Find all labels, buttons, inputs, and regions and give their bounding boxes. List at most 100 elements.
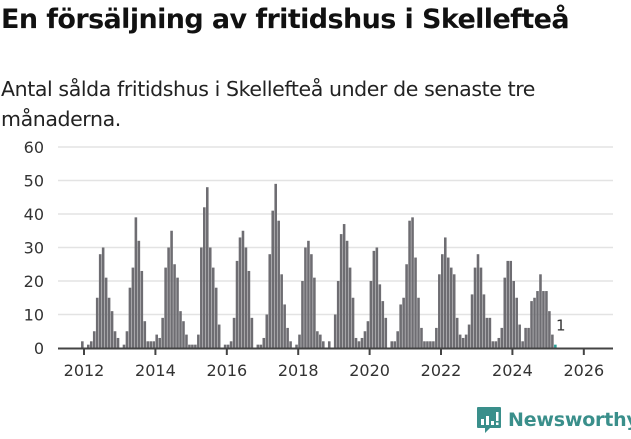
y-tick-label: 60 (24, 138, 44, 157)
highlighted-bar (554, 344, 557, 348)
bar (250, 317, 254, 348)
bar (545, 291, 548, 348)
bar (449, 267, 453, 348)
gridlines (58, 146, 613, 316)
bar (438, 274, 441, 348)
bar (536, 291, 539, 348)
bar (125, 331, 129, 348)
y-tick-label: 30 (24, 239, 44, 258)
bar (327, 341, 331, 348)
bar (116, 337, 120, 348)
bar (86, 344, 90, 348)
bar (185, 334, 188, 348)
bar (548, 311, 551, 348)
bar (441, 254, 444, 348)
bar (539, 274, 542, 348)
bar (372, 250, 376, 348)
bar (393, 341, 396, 348)
bar (137, 240, 141, 348)
bar (503, 277, 507, 348)
x-tick-label: 2024 (492, 361, 533, 380)
bar-chart: 0 10 20 30 40 50 60 1 2012 2014 2016 2018 2020 2022… (24, 138, 613, 380)
bar (307, 240, 310, 348)
bar (351, 297, 355, 348)
bar (158, 337, 161, 348)
bar (423, 341, 426, 348)
bar (518, 324, 521, 348)
bar (170, 230, 173, 348)
bar (203, 207, 206, 348)
bar (527, 327, 530, 348)
bar (432, 341, 435, 348)
bar (134, 217, 138, 348)
bar (173, 264, 176, 348)
bar (500, 327, 504, 348)
bar (515, 297, 518, 348)
x-tick-label: 2018 (278, 361, 319, 380)
bar (280, 274, 283, 348)
y-axis-labels: 0 10 20 30 40 50 60 (24, 138, 44, 358)
bar (485, 317, 489, 348)
bar (342, 224, 346, 348)
bar (194, 344, 197, 348)
bar (482, 294, 486, 348)
last-value-label: 1 (556, 317, 566, 335)
bar (378, 284, 382, 348)
bar (152, 341, 156, 348)
bar (399, 304, 402, 348)
y-tick-label: 50 (24, 172, 44, 191)
bar (223, 344, 227, 348)
y-tick-label: 20 (24, 272, 44, 291)
bar (524, 327, 527, 348)
bar (506, 260, 510, 348)
bar (339, 234, 343, 348)
bar (277, 220, 280, 348)
bar (533, 297, 536, 348)
bar (551, 334, 554, 348)
bar (274, 183, 277, 348)
bar (208, 247, 212, 348)
bar (322, 341, 325, 348)
bar (360, 337, 364, 348)
x-tick-label: 2012 (64, 361, 105, 380)
bar (443, 237, 447, 348)
bar (319, 334, 322, 348)
bar (333, 314, 337, 348)
bar (426, 341, 429, 348)
bar (200, 247, 203, 348)
bar (81, 341, 84, 348)
bar (197, 334, 200, 348)
bar (149, 341, 153, 348)
bar (259, 344, 263, 348)
bar (101, 247, 105, 348)
bar (461, 337, 465, 348)
bar (411, 217, 414, 348)
bar (268, 254, 272, 348)
bar (298, 334, 301, 348)
bar (286, 327, 289, 348)
bar (211, 267, 215, 348)
bar (167, 247, 170, 348)
bar (89, 341, 93, 348)
newsworthy-chart-bubble-icon (477, 407, 501, 433)
bar (104, 277, 108, 348)
bar (497, 337, 501, 348)
bar (542, 291, 545, 348)
bar (217, 324, 221, 348)
bar (363, 331, 367, 348)
bar (375, 247, 379, 348)
bar (235, 260, 239, 348)
x-tick-label: 2014 (135, 361, 176, 380)
bar (420, 327, 423, 348)
bar (354, 337, 358, 348)
bar (128, 287, 132, 348)
bar (491, 341, 495, 348)
bar (289, 341, 292, 348)
bar (512, 281, 515, 348)
x-tick-label: 2022 (421, 361, 462, 380)
bar (405, 264, 408, 348)
bar (357, 341, 361, 348)
bar (92, 331, 96, 348)
bars: 1 (81, 183, 566, 348)
x-tick-label: 2020 (349, 361, 390, 380)
